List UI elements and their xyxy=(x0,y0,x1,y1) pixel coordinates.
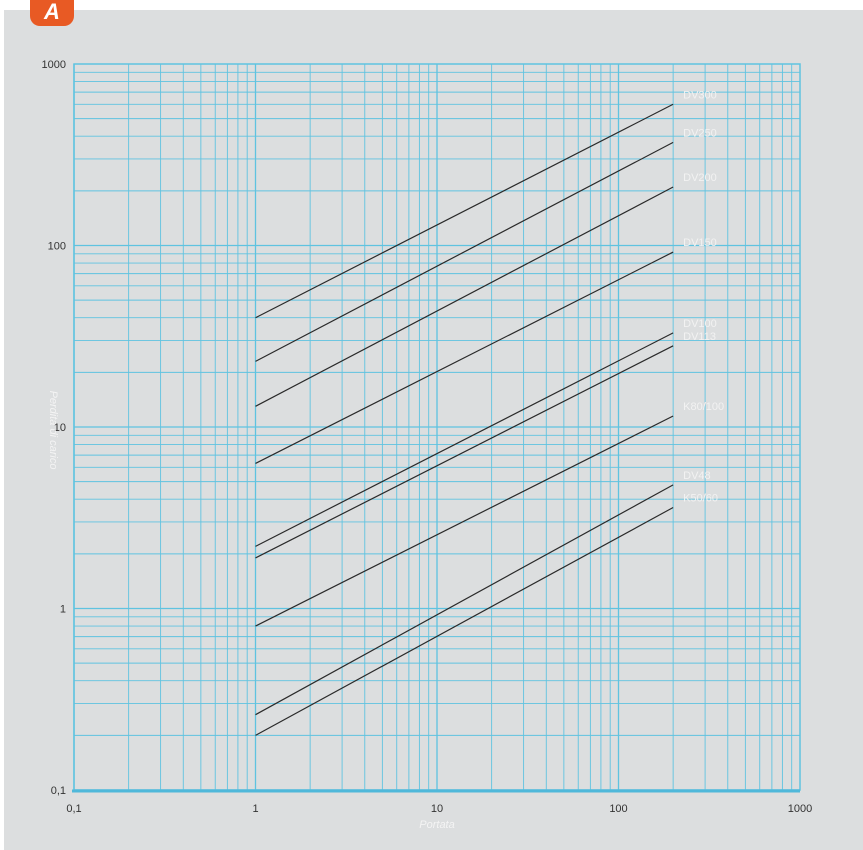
series-label: DV300 xyxy=(683,89,717,101)
chart-panel xyxy=(4,10,863,850)
series-line xyxy=(255,345,674,559)
series-label: DV150 xyxy=(683,237,717,249)
x-tick-label: 0,1 xyxy=(66,803,81,815)
y-tick-label: 1 xyxy=(60,604,66,616)
x-tick-label: 1000 xyxy=(788,803,812,815)
y-tick-label: 1000 xyxy=(42,59,66,71)
series-line xyxy=(255,251,674,464)
series-line xyxy=(255,103,674,319)
series-label: DV200 xyxy=(683,172,717,184)
series-label: DV113 xyxy=(683,331,716,343)
figure-badge: A xyxy=(30,0,74,26)
x-tick-label: 10 xyxy=(431,803,443,815)
y-axis-label: Perdita di carico xyxy=(47,391,59,470)
y-tick-label: 10 xyxy=(54,422,66,434)
tick-labels: 0,1 1 10 100 1000 0,1 1 10 100 1000 xyxy=(42,59,813,815)
series-line xyxy=(255,484,674,716)
series-line xyxy=(255,332,674,547)
y-tick-label: 100 xyxy=(48,241,66,253)
series-label: K80/100 xyxy=(683,401,724,413)
series-label: K50/60 xyxy=(683,493,718,505)
x-tick-label: 100 xyxy=(609,803,627,815)
series-label: DV100 xyxy=(683,318,717,330)
series-line xyxy=(255,415,674,627)
x-tick-label: 1 xyxy=(252,803,258,815)
series-line xyxy=(255,141,674,362)
x-axis-label: Portata xyxy=(419,819,454,831)
y-tick-label: 0,1 xyxy=(51,785,66,797)
series-line xyxy=(255,507,674,736)
series-label: DV48 xyxy=(683,470,711,482)
series-label: DV250 xyxy=(683,127,717,139)
grid xyxy=(72,63,801,793)
series-line xyxy=(255,186,674,407)
